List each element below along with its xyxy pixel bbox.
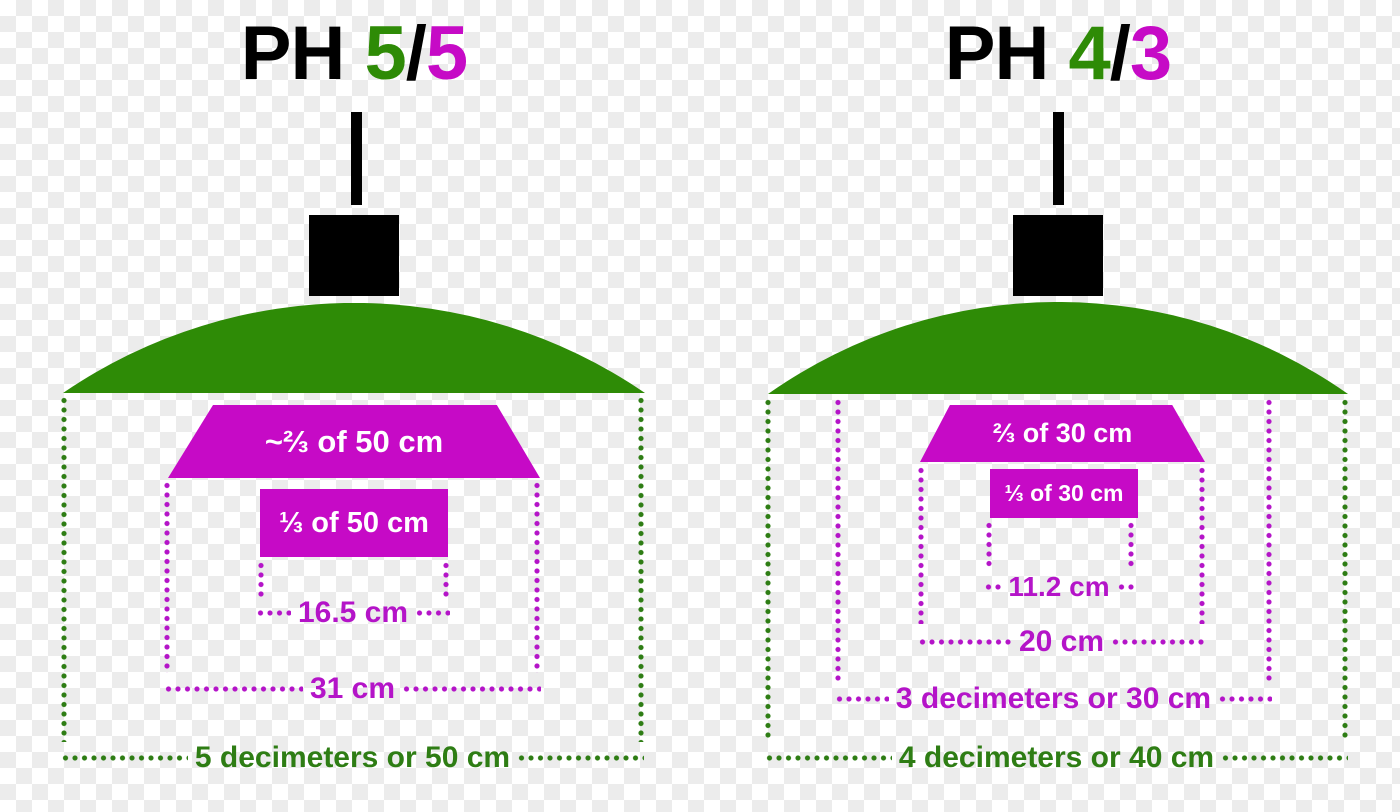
dotted-line: [517, 755, 644, 761]
title-prefix: PH: [240, 11, 365, 96]
shade-set-guide-right: [1266, 398, 1272, 681]
shade-set-guide-left: [835, 398, 841, 681]
dotted-line: [256, 610, 291, 616]
middle-shade-guide-left: [164, 481, 170, 673]
top-shade-dome: [768, 302, 1348, 394]
middle-shade-label: ⅔ of 30 cm: [992, 418, 1133, 448]
title-top-size: 5: [364, 11, 407, 96]
middle-shade-label: ~⅔ of 50 cm: [264, 423, 444, 459]
measurement-top-width: 4 decimeters or 40 cm: [765, 740, 1348, 776]
title-bottom-size: 3: [1129, 11, 1172, 96]
middle-shade-guide-right: [1199, 466, 1205, 624]
lower-shade-guide-left: [258, 561, 264, 598]
title-separator: /: [405, 11, 427, 96]
measurement-label: 11.2 cm: [1008, 571, 1110, 602]
dotted-line: [1116, 584, 1135, 590]
middle-shade-guide-right: [534, 481, 540, 673]
dotted-line: [984, 584, 1002, 590]
measurement-lower-width: 11.2 cm: [984, 570, 1135, 604]
measurement-label: 5 decimeters or 50 cm: [194, 741, 511, 774]
measurement-label: 3 decimeters or 30 cm: [895, 682, 1212, 715]
dome-width-guide-left: [61, 396, 67, 742]
middle-shade: ⅔ of 30 cm: [920, 405, 1205, 462]
title-separator: /: [1109, 11, 1131, 96]
pendant-cord: [351, 112, 362, 205]
measurement-middle-width: 20 cm: [918, 625, 1206, 659]
dome-width-guide-right: [638, 396, 644, 742]
dome-width-guide-right: [1342, 398, 1348, 738]
dotted-line: [164, 686, 303, 692]
lamp-socket: [309, 215, 399, 296]
measurement-shade-set-width: 3 decimeters or 30 cm: [835, 682, 1272, 716]
lower-shade-guide-right: [1128, 521, 1134, 567]
measurement-lower-width: 16.5 cm: [256, 596, 450, 630]
lower-shade: ⅓ of 50 cm: [260, 489, 448, 557]
dotted-line: [61, 755, 188, 761]
lamp-title: PH 5/5: [54, 14, 654, 94]
top-shade-dome: [63, 303, 645, 393]
measurement-label: 16.5 cm: [297, 596, 409, 629]
lower-shade-guide-left: [986, 521, 992, 567]
dotted-line: [402, 686, 542, 692]
dotted-line: [1111, 639, 1206, 645]
lamp-socket: [1013, 215, 1103, 296]
dotted-line: [835, 696, 889, 702]
dotted-line: [415, 610, 450, 616]
lower-shade-label: ⅓ of 30 cm: [1004, 480, 1124, 506]
title-bottom-size: 5: [425, 11, 468, 96]
title-top-size: 4: [1068, 11, 1111, 96]
measurement-label: 4 decimeters or 40 cm: [898, 741, 1215, 774]
measurement-top-width: 5 decimeters or 50 cm: [61, 740, 644, 776]
dome-width-guide-left: [765, 398, 771, 738]
title-prefix: PH: [944, 11, 1069, 96]
middle-shade: ~⅔ of 50 cm: [168, 405, 540, 478]
measurement-label: 20 cm: [1018, 625, 1105, 658]
lower-shade: ⅓ of 30 cm: [990, 469, 1138, 518]
lower-shade-label: ⅓ of 50 cm: [279, 506, 429, 539]
lower-shade-guide-right: [443, 561, 449, 598]
middle-shade-guide-left: [918, 466, 924, 624]
dotted-line: [765, 755, 892, 761]
lamp-title: PH 4/3: [758, 14, 1358, 94]
dotted-line: [1221, 755, 1348, 761]
dotted-line: [918, 639, 1012, 645]
pendant-cord: [1053, 112, 1064, 205]
measurement-label: 31 cm: [309, 672, 396, 705]
dotted-line: [1218, 696, 1272, 702]
measurement-middle-width: 31 cm: [164, 672, 542, 706]
